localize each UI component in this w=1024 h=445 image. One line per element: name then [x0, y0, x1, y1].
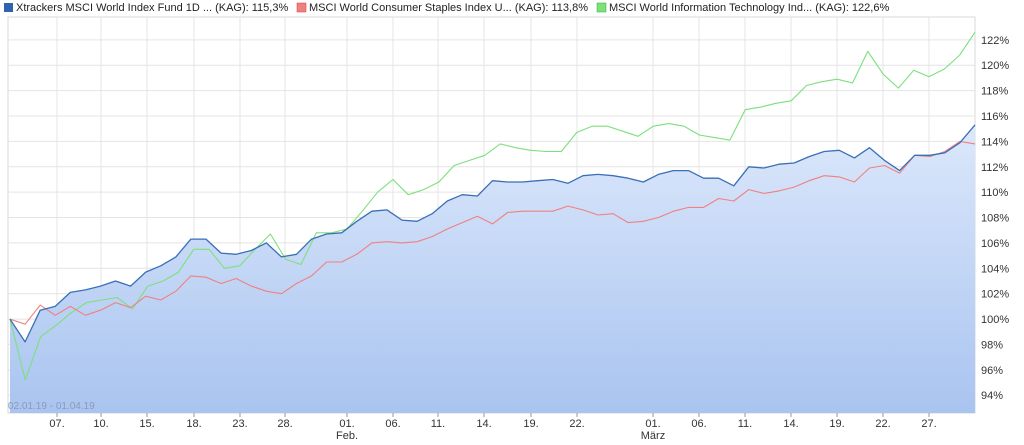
series-lines [9, 31, 976, 381]
month-label: Feb. [336, 430, 358, 442]
area-fill-xtrackers [10, 124, 975, 414]
x-tick-label: 06. [385, 418, 400, 430]
date-range-label: 02.01.19 - 01.04.19 [8, 401, 95, 412]
y-tick-label: 100% [981, 314, 1009, 326]
series-line-information-technology [9, 31, 976, 381]
x-tick-label: 11. [738, 418, 752, 430]
month-label: März [641, 430, 665, 442]
y-tick-label: 96% [981, 365, 1003, 377]
x-tick-label: 07. [49, 418, 64, 430]
x-tick-label: 15. [139, 418, 154, 430]
y-tick-label: 94% [981, 390, 1003, 402]
y-tick-label: 112% [981, 162, 1009, 174]
legend-label-information-technology: MSCI World Information Technology Ind...… [609, 2, 889, 14]
legend-item-consumer-staples[interactable]: MSCI World Consumer Staples Index U... (… [296, 2, 588, 14]
x-tick-label: 27. [921, 418, 936, 430]
x-tick-label: 28. [277, 418, 292, 430]
y-tick-label: 122% [981, 35, 1009, 47]
x-tick-label: 10. [93, 418, 108, 430]
y-tick-label: 102% [981, 289, 1009, 301]
x-tick-label: 23. [232, 418, 247, 430]
legend-swatch-consumer-staples [296, 2, 307, 13]
y-tick-label: 110% [981, 187, 1009, 199]
x-tick-label: 22. [569, 418, 584, 430]
x-axis: 07. 10. 15. 18. 23. 28. 01. 06. 11. 14. 19. 22. 01. 0… [49, 413, 937, 442]
x-tick-label: 11. [431, 418, 445, 430]
legend-label-consumer-staples: MSCI World Consumer Staples Index U... (… [309, 2, 588, 14]
x-tick-label: 01. [339, 418, 354, 430]
series-line-consumer-staples [9, 140, 976, 325]
y-tick-label: 106% [981, 238, 1009, 250]
y-tick-label: 116% [981, 111, 1009, 123]
legend-swatch-information-technology [596, 2, 607, 13]
x-tick-label: 14. [783, 418, 798, 430]
x-tick-label: 14. [476, 418, 491, 430]
y-axis: 94% 96% 98% 100% 102% 104% 106% 108% 110% 112% 114… [981, 35, 1009, 402]
y-tick-label: 98% [981, 339, 1003, 351]
x-tick-label: 22. [875, 418, 890, 430]
legend: Xtrackers MSCI World Index Fund 1D ... (… [4, 2, 889, 14]
y-tick-label: 108% [981, 213, 1009, 225]
x-tick-label: 19. [829, 418, 844, 430]
legend-swatch-xtrackers [4, 3, 13, 12]
y-tick-label: 118% [981, 86, 1009, 98]
x-tick-label: 18. [186, 418, 201, 430]
y-tick-label: 120% [981, 60, 1009, 72]
legend-item-xtrackers[interactable]: Xtrackers MSCI World Index Fund 1D ... (… [4, 2, 288, 14]
x-tick-label: 01. [645, 418, 660, 430]
legend-label-xtrackers: Xtrackers MSCI World Index Fund 1D ... (… [16, 2, 288, 14]
x-tick-label: 06. [691, 418, 706, 430]
y-tick-label: 104% [981, 263, 1009, 275]
plot-area: 02.01.19 - 01.04.19 [7, 16, 976, 414]
x-tick-label: 19. [523, 418, 538, 430]
y-tick-label: 114% [981, 136, 1009, 148]
series-line-xtrackers [9, 124, 976, 343]
legend-item-information-technology[interactable]: MSCI World Information Technology Ind...… [596, 2, 889, 14]
